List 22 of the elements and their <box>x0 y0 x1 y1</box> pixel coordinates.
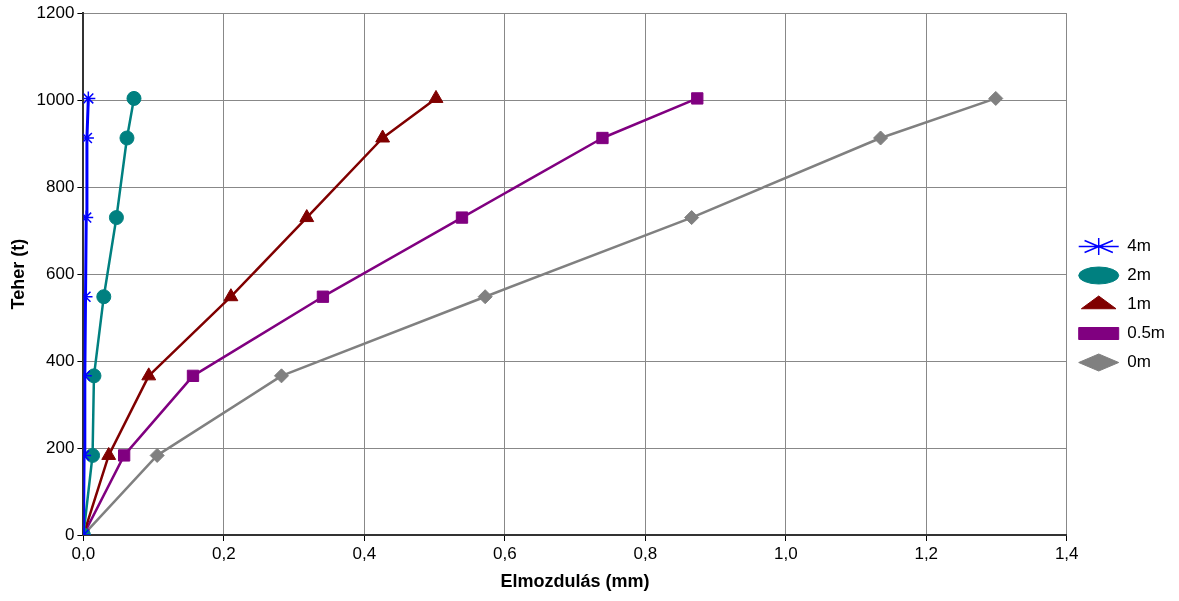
y-tick-label: 1000 <box>36 89 75 109</box>
x-tick-label: 0,8 <box>633 543 658 563</box>
x-tick-label: 0,6 <box>493 543 517 563</box>
legend-label: 4m <box>1127 236 1151 256</box>
x-tick-label: 0,2 <box>212 543 236 563</box>
x-axis-title: Elmozdulás (mm) <box>500 571 650 592</box>
legend-label: 0.5m <box>1127 323 1165 343</box>
y-tick-label: 1200 <box>36 2 75 22</box>
x-tick-label: 1,0 <box>773 543 798 563</box>
y-tick-label: 600 <box>46 263 75 283</box>
x-tick-label: 1,4 <box>1054 543 1079 563</box>
x-tick-label: 0,0 <box>71 543 96 563</box>
legend-label: 0m <box>1127 352 1151 372</box>
legend-label: 1m <box>1127 294 1151 314</box>
x-tick-label: 0,4 <box>352 543 377 563</box>
y-tick-label: 0 <box>64 524 75 544</box>
y-tick-label: 400 <box>46 350 75 370</box>
y-tick-label: 200 <box>46 437 75 457</box>
legend-label: 2m <box>1127 265 1151 285</box>
y-tick-label: 800 <box>46 176 75 196</box>
x-tick-label: 1,2 <box>914 543 939 563</box>
y-axis-title: Teher (t) <box>7 238 28 310</box>
